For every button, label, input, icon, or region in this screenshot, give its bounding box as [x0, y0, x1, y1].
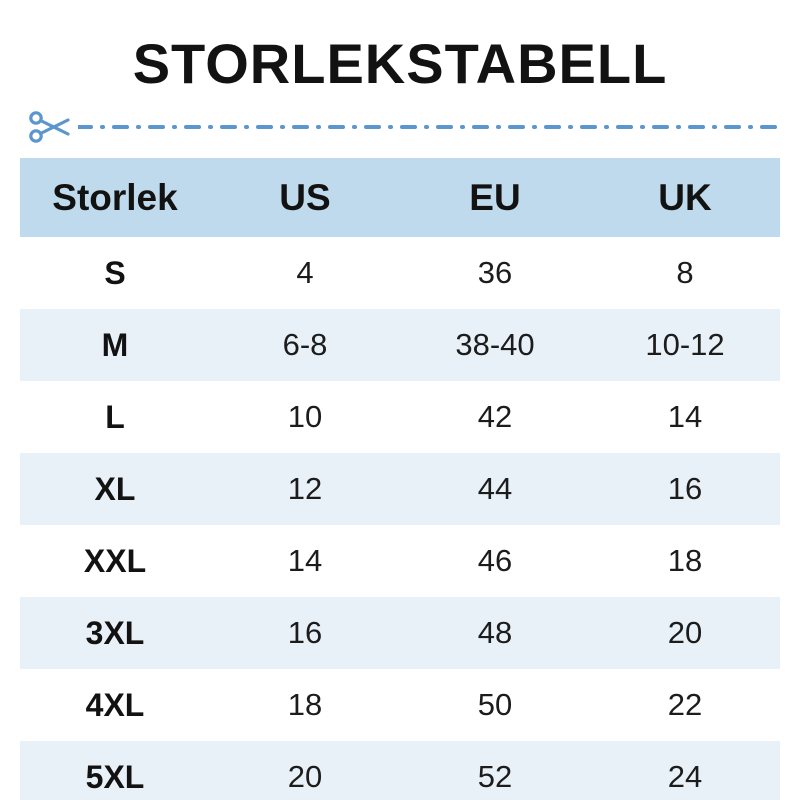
- us-value: 16: [287, 615, 323, 650]
- size-label: 3XL: [85, 614, 145, 651]
- table-row-4xl: 4XL 18 50 22: [20, 669, 780, 741]
- page-title: STORLEKSTABELL: [132, 32, 668, 95]
- eu-value: 38-40: [455, 327, 535, 362]
- table-row-3xl: 3XL 16 48 20: [20, 597, 780, 669]
- size-label: 4XL: [85, 686, 145, 723]
- uk-value: 24: [667, 759, 703, 794]
- us-value: 14: [287, 543, 323, 578]
- uk-value: 14: [667, 399, 703, 434]
- eu-value: 46: [477, 543, 513, 578]
- column-header-uk: UK: [590, 158, 780, 237]
- scissors-icon: [29, 111, 70, 143]
- size-label: 5XL: [85, 758, 145, 795]
- size-label: XXL: [83, 542, 147, 579]
- uk-value: 22: [667, 687, 703, 722]
- us-value: 6-8: [282, 327, 328, 362]
- table-row-m: M 6-8 38-40 10-12: [20, 309, 780, 381]
- us-value: 20: [287, 759, 323, 794]
- column-header-eu: EU: [400, 158, 590, 237]
- uk-value: 16: [667, 471, 703, 506]
- size-chart-page: STORLEKSTABELL Storlek US EU UK S: [0, 36, 800, 800]
- size-label: S: [104, 254, 126, 291]
- table-header-row: Storlek US EU UK: [20, 158, 780, 237]
- table-row-s: S 4 36 8: [20, 237, 780, 309]
- uk-value: 10-12: [645, 327, 725, 362]
- size-label: XL: [94, 470, 136, 507]
- size-table: Storlek US EU UK S 4 36 8 M 6-8 38-40 10…: [20, 158, 780, 800]
- uk-value: 8: [676, 255, 694, 290]
- eu-value: 44: [477, 471, 513, 506]
- us-value: 4: [296, 255, 314, 290]
- eu-value: 48: [477, 615, 513, 650]
- dashed-cut-line: [78, 125, 784, 129]
- us-value: 18: [287, 687, 323, 722]
- uk-value: 20: [667, 615, 703, 650]
- column-header-us: US: [210, 158, 400, 237]
- eu-value: 50: [477, 687, 513, 722]
- table-row-xl: XL 12 44 16: [20, 453, 780, 525]
- eu-value: 36: [477, 255, 513, 290]
- us-value: 10: [287, 399, 323, 434]
- eu-value: 52: [477, 759, 513, 794]
- table-row-xxl: XXL 14 46 18: [20, 525, 780, 597]
- us-value: 12: [287, 471, 323, 506]
- uk-value: 18: [667, 543, 703, 578]
- size-label: L: [105, 398, 125, 435]
- table-row-5xl: 5XL 20 52 24: [20, 741, 780, 800]
- size-label: M: [101, 326, 129, 363]
- cut-line-divider: [28, 108, 784, 146]
- table-row-l: L 10 42 14: [20, 381, 780, 453]
- eu-value: 42: [477, 399, 513, 434]
- column-header-storlek: Storlek: [20, 158, 210, 237]
